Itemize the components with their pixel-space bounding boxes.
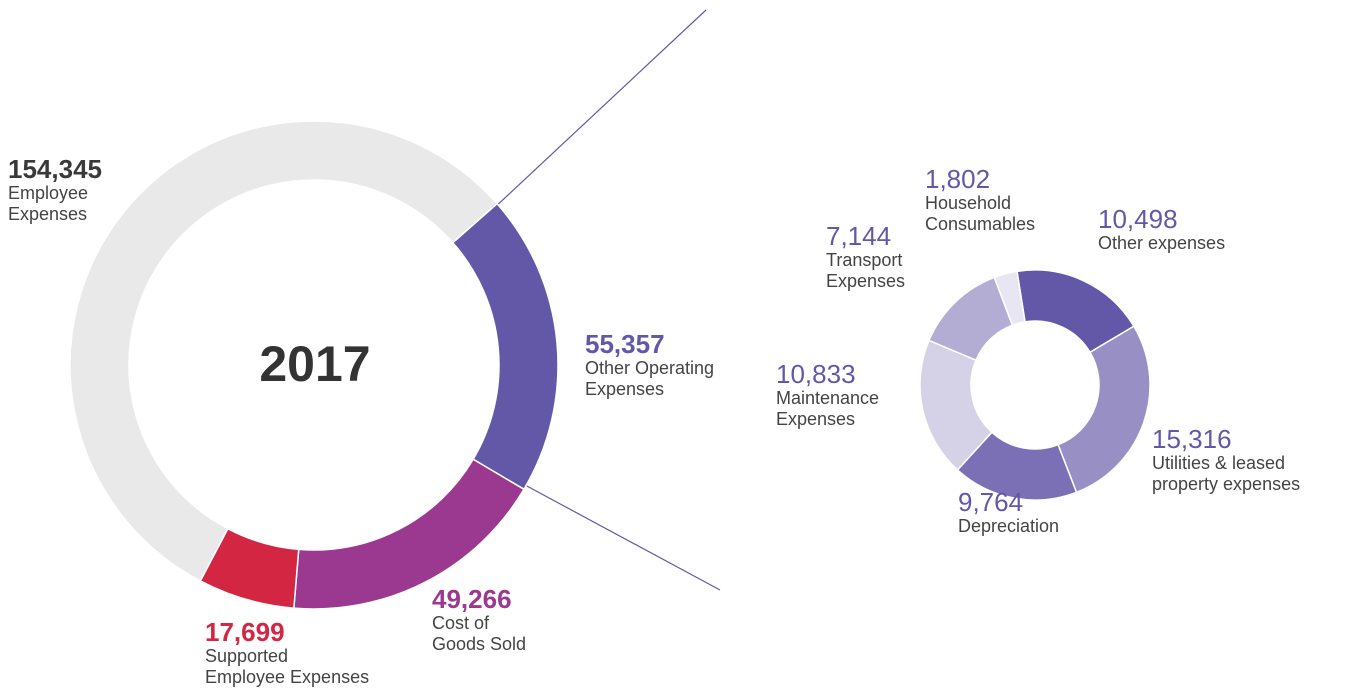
category-label: Depreciation (958, 516, 1060, 536)
value-label: 1,802 (925, 164, 991, 194)
donut-segment (1057, 325, 1151, 494)
segment-label: 154,345 Employee Expenses (8, 155, 102, 225)
segment-label: 17,699 Supported Employee Expenses (205, 618, 369, 688)
category-label: Transport Expenses (826, 250, 906, 291)
connector-line (524, 484, 721, 591)
category-label: Other Operating Expenses (585, 358, 715, 399)
value-label: 15,316 (1152, 424, 1232, 454)
connector-line (491, 9, 707, 211)
category-label: Utilities & leased property expenses (1152, 453, 1301, 494)
segment-label: 9,764 Depreciation (958, 488, 1059, 537)
donut-segment (451, 202, 559, 491)
segment-label: 7,144 Transport Expenses (826, 222, 905, 292)
value-label: 17,699 (205, 617, 285, 647)
category-label: Cost of Goods Sold (432, 613, 527, 654)
category-label: Supported Employee Expenses (205, 646, 370, 687)
category-label: Employee Expenses (8, 183, 89, 224)
segment-label: 49,266 Cost of Goods Sold (432, 585, 526, 655)
category-label: Household Consumables (925, 193, 1036, 234)
donut-segment (993, 270, 1026, 327)
value-label: 7,144 (826, 221, 892, 251)
category-label: Maintenance Expenses (776, 388, 880, 429)
segment-label: 55,357 Other Operating Expenses (585, 330, 714, 400)
value-label: 154,345 (8, 154, 102, 184)
segment-label: 1,802 Household Consumables (925, 165, 1035, 235)
value-label: 10,833 (776, 359, 856, 389)
segment-label: 10,833 Maintenance Expenses (776, 360, 879, 430)
segment-label: 10,498 Other expenses (1098, 205, 1225, 254)
value-label: 9,764 (958, 487, 1024, 517)
center-label: 2017 (259, 336, 371, 392)
value-label: 10,498 (1098, 204, 1178, 234)
segment-label: 15,316 Utilities & leased property expens… (1152, 425, 1300, 495)
category-label: Other expenses (1098, 233, 1226, 253)
value-label: 55,357 (585, 329, 665, 359)
value-label: 49,266 (432, 584, 512, 614)
donut-segment (69, 120, 499, 582)
